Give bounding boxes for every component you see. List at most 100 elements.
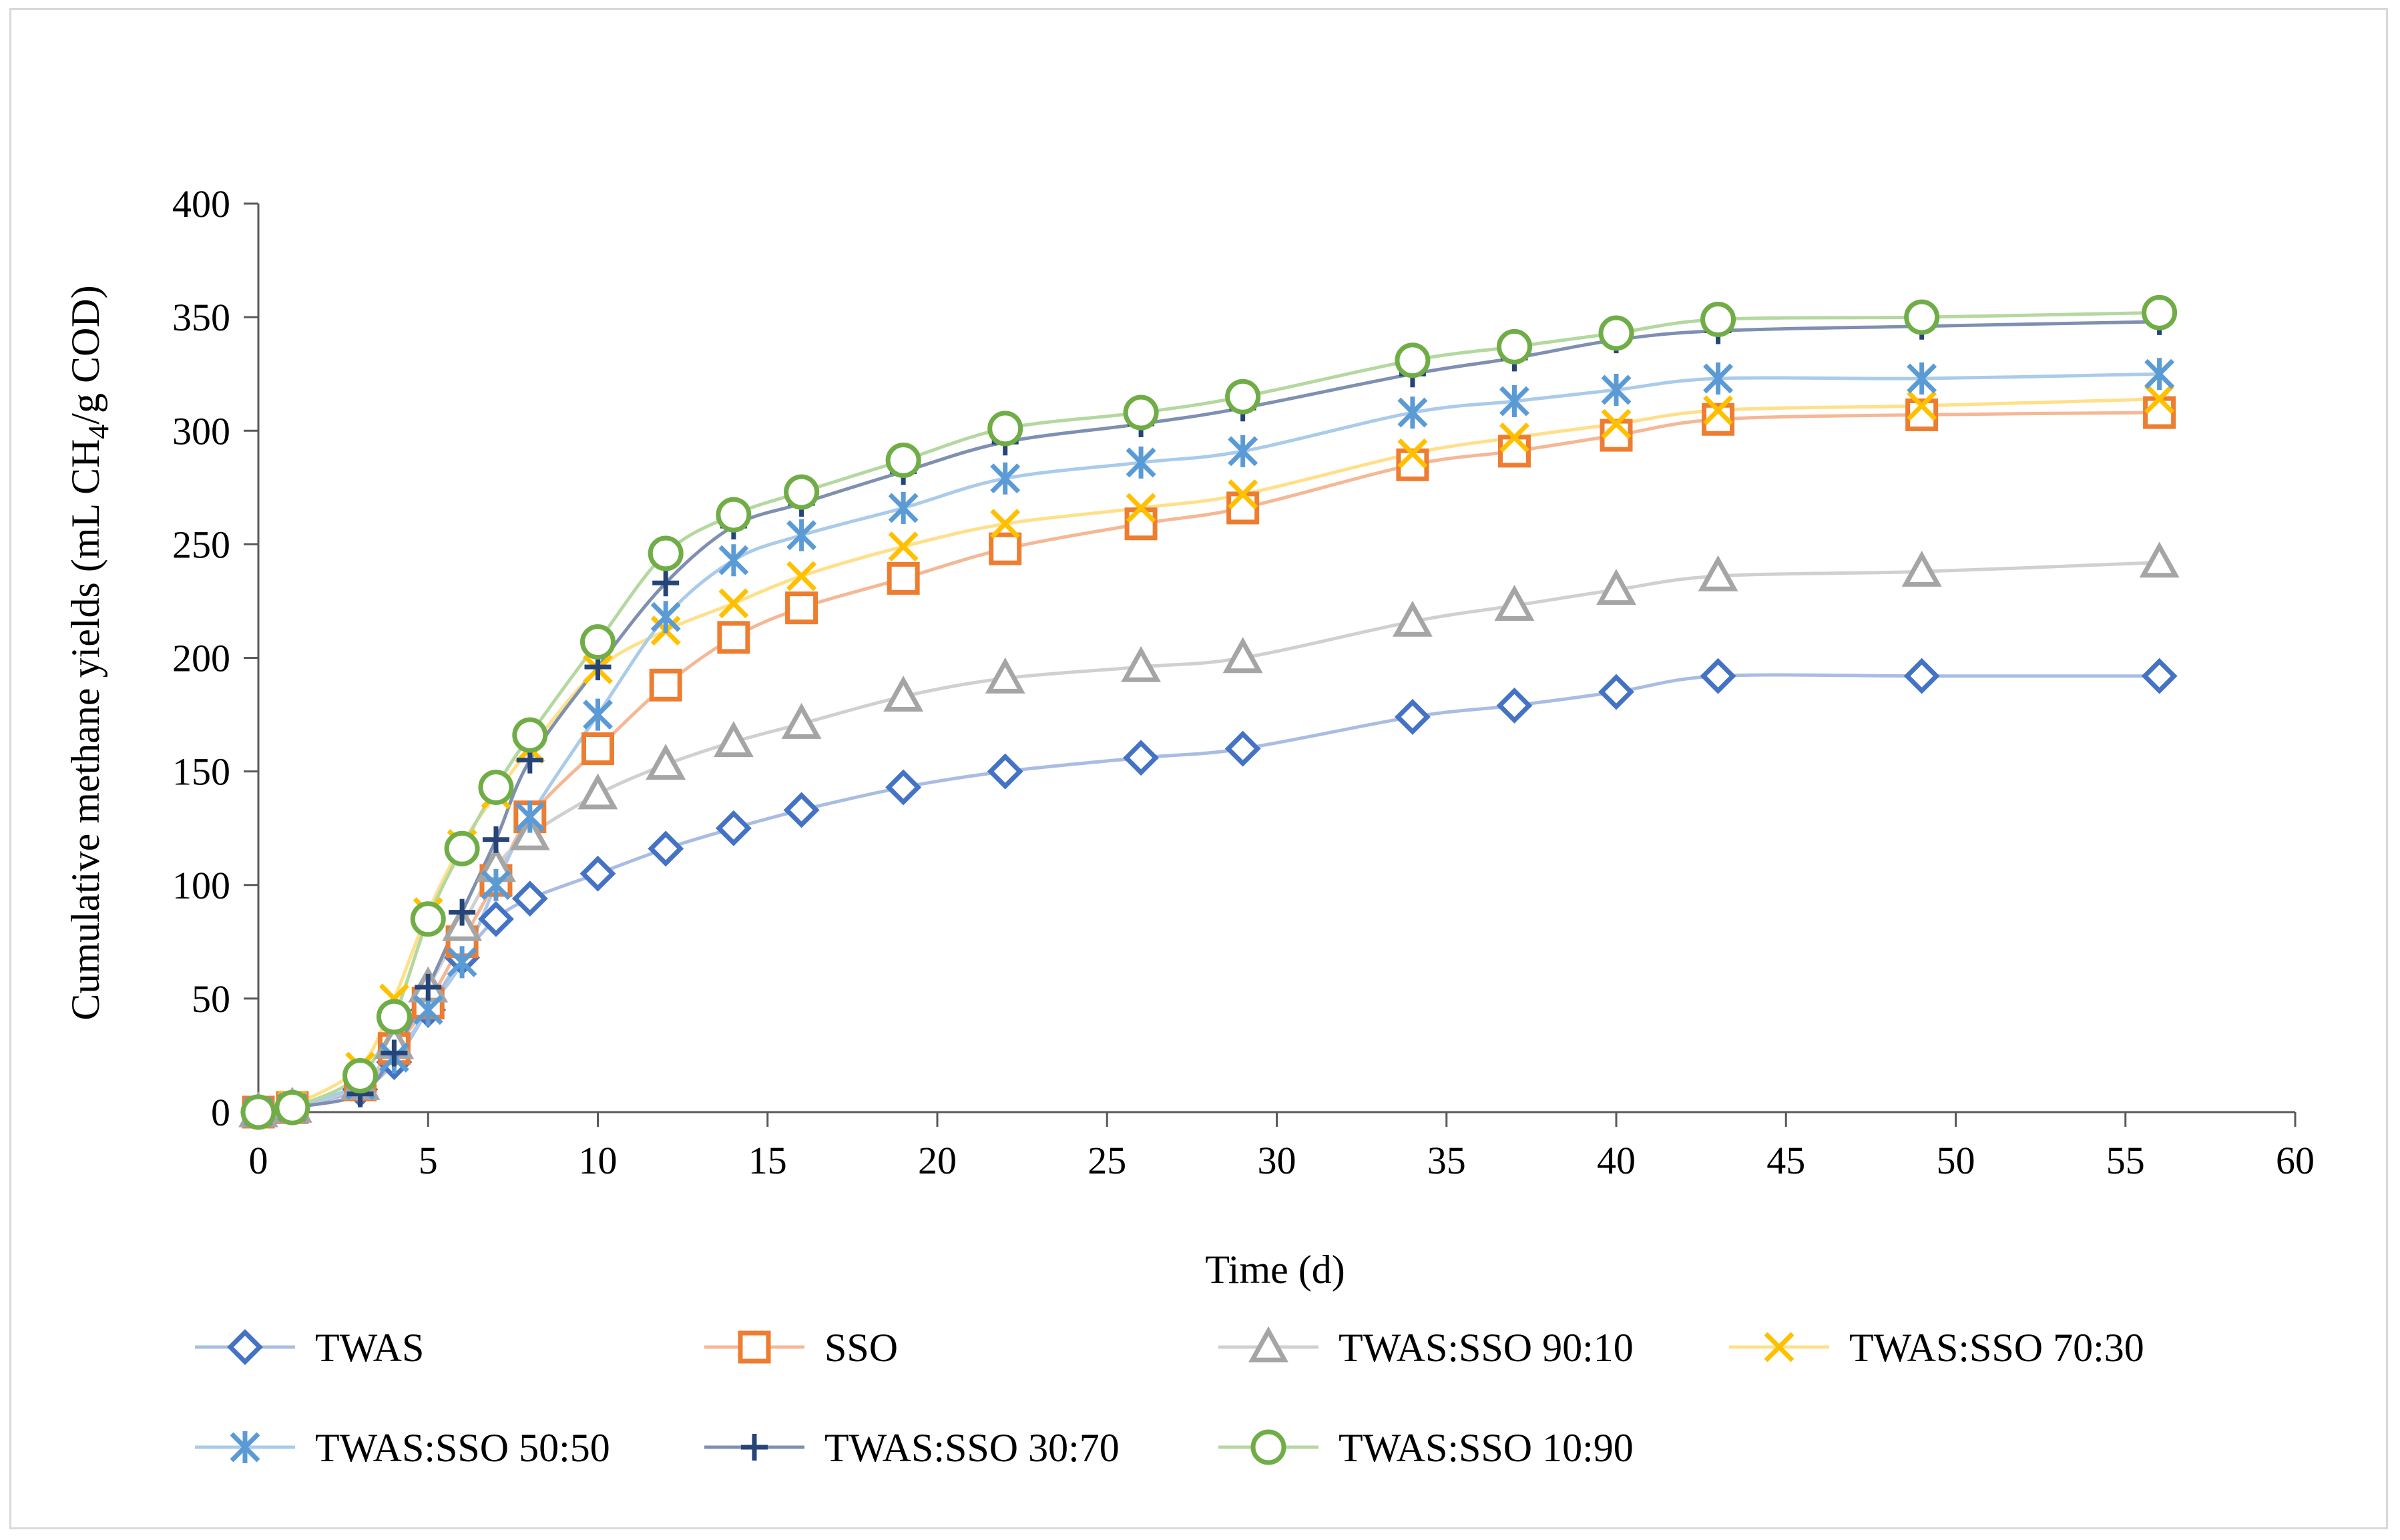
data-point-twas xyxy=(1123,740,1160,776)
legend-item-twas-sso-30-70[interactable]: TWAS:SSO 30:70 xyxy=(704,1426,1120,1470)
data-point-twas-sso-10-90 xyxy=(1395,342,1431,378)
data-point-twas-sso-70-30 xyxy=(2144,384,2175,415)
x-tick-label: 5 xyxy=(419,1139,438,1182)
series-line-twas-sso-30-70 xyxy=(258,320,2160,1114)
data-point-twas xyxy=(579,855,616,892)
y-tick-label: 400 xyxy=(172,182,230,226)
data-point-sso xyxy=(717,621,750,654)
data-point-sso xyxy=(989,532,1022,565)
data-point-twas-sso-50-50 xyxy=(650,601,681,633)
data-point-twas-sso-50-50 xyxy=(1126,446,1156,479)
x-tick-label: 0 xyxy=(249,1139,268,1182)
legend-item-twas[interactable]: TWAS xyxy=(195,1326,424,1370)
data-point-twas-sso-30-70 xyxy=(482,826,509,853)
legend-item-twas-sso-90-10[interactable]: TWAS:SSO 90:10 xyxy=(1218,1326,1634,1370)
legend-item-twas-sso-50-50[interactable]: TWAS:SSO 50:50 xyxy=(195,1426,610,1470)
legend-label: TWAS:SSO 70:30 xyxy=(1849,1326,2144,1370)
data-point-twas xyxy=(783,792,820,828)
data-point-twas-sso-90-10 xyxy=(646,744,686,780)
data-point-twas-sso-10-90 xyxy=(885,442,921,478)
legend-item-sso[interactable]: SSO xyxy=(704,1326,898,1370)
data-point-twas xyxy=(1496,688,1533,724)
legend-marker xyxy=(1248,1326,1288,1362)
data-point-twas xyxy=(885,769,922,806)
data-point-twas-sso-70-30 xyxy=(1397,438,1428,469)
y-tick-label: 200 xyxy=(172,637,230,680)
data-point-twas xyxy=(2141,658,2178,694)
data-point-twas-sso-10-90 xyxy=(784,474,820,510)
legend-marker xyxy=(230,1431,260,1463)
data-point-twas-sso-50-50 xyxy=(447,946,477,979)
data-point-twas-sso-50-50 xyxy=(1601,374,1632,407)
data-point-twas-sso-10-90 xyxy=(478,769,514,805)
x-tick-label: 60 xyxy=(2276,1139,2315,1182)
series-line-twas-sso-10-90 xyxy=(258,310,2160,1114)
data-point-twas-sso-70-30 xyxy=(1499,422,1529,453)
data-point-twas-sso-70-30 xyxy=(1228,479,1258,509)
x-axis-title: Time (d) xyxy=(1205,1248,1345,1292)
data-point-twas xyxy=(1598,674,1634,710)
data-point-twas-sso-10-90 xyxy=(342,1058,379,1094)
x-tick-label: 40 xyxy=(1597,1139,1636,1182)
series-line-twas-sso-50-50 xyxy=(258,372,2160,1114)
data-point-twas-sso-90-10 xyxy=(1121,646,1162,682)
x-tick-label: 45 xyxy=(1766,1139,1805,1182)
legend: TWAS SSO TWAS:SSO 90:10 TWAS:SSO 70:30 TWAS:… xyxy=(195,1326,2144,1470)
data-point-twas-sso-90-10 xyxy=(1392,600,1433,637)
data-point-twas-sso-30-70 xyxy=(415,973,442,1001)
data-point-twas-sso-70-30 xyxy=(1907,391,1937,421)
legend-item-twas-sso-10-90[interactable]: TWAS:SSO 10:90 xyxy=(1218,1426,1634,1470)
chart-frame xyxy=(9,8,2388,1529)
data-point-twas-sso-10-90 xyxy=(648,535,684,571)
data-point-twas-sso-10-90 xyxy=(2142,294,2178,330)
data-point-twas-sso-90-10 xyxy=(1596,569,1636,605)
series-line-twas-sso-70-30 xyxy=(258,397,2160,1114)
data-point-twas-sso-50-50 xyxy=(2144,358,2175,391)
data-point-twas-sso-10-90 xyxy=(240,1094,276,1130)
data-point-twas-sso-10-90 xyxy=(1700,302,1736,338)
data-point-twas-sso-50-50 xyxy=(1703,362,1734,395)
data-point-twas-sso-70-30 xyxy=(1703,395,1734,426)
data-point-sso xyxy=(649,668,682,702)
data-point-twas-sso-70-30 xyxy=(888,531,919,562)
data-point-sso xyxy=(1497,435,1531,468)
y-tick-label: 300 xyxy=(172,409,230,453)
data-point-sso xyxy=(785,591,818,625)
data-point-twas-sso-30-70 xyxy=(652,569,680,597)
y-axis-title-main: Cumulative methane yields (mL CH xyxy=(63,439,107,1021)
legend-label: TWAS:SSO 30:70 xyxy=(824,1426,1120,1470)
data-point-sso xyxy=(1226,491,1260,525)
legend-marker xyxy=(741,1434,768,1461)
legend-label: SSO xyxy=(824,1326,898,1370)
data-point-twas-sso-50-50 xyxy=(718,544,749,577)
data-point-twas-sso-70-30 xyxy=(990,509,1021,539)
data-point-twas-sso-50-50 xyxy=(515,800,545,833)
y-axis-title: Cumulative methane yields (mL CH4/g COD) xyxy=(63,285,115,1020)
data-point-twas-sso-10-90 xyxy=(376,999,412,1035)
data-point-twas xyxy=(1700,658,1736,694)
x-tick-label: 30 xyxy=(1258,1139,1296,1182)
x-tick-label: 15 xyxy=(748,1139,787,1182)
data-point-twas-sso-50-50 xyxy=(1228,435,1258,467)
data-point-twas-sso-90-10 xyxy=(509,814,550,850)
data-point-twas-sso-10-90 xyxy=(1123,395,1159,431)
legend-item-twas-sso-70-30[interactable]: TWAS:SSO 70:30 xyxy=(1729,1326,2144,1370)
data-point-twas-sso-90-10 xyxy=(781,702,822,739)
data-point-twas-sso-10-90 xyxy=(1496,328,1532,364)
data-point-sso xyxy=(2143,396,2176,429)
data-point-twas xyxy=(478,901,514,937)
data-point-twas-sso-10-90 xyxy=(1904,299,1940,335)
data-point-twas-sso-50-50 xyxy=(888,491,919,524)
x-tick-label: 35 xyxy=(1427,1139,1466,1182)
data-point-twas-sso-90-10 xyxy=(713,721,754,758)
data-point-twas-sso-10-90 xyxy=(512,717,548,753)
data-point-twas-sso-90-10 xyxy=(2139,541,2180,578)
y-tick-label: 100 xyxy=(172,864,230,907)
data-point-sso xyxy=(887,561,920,595)
data-point-twas xyxy=(715,810,752,846)
legend-label: TWAS:SSO 10:90 xyxy=(1339,1426,1634,1470)
data-point-twas xyxy=(1394,699,1431,735)
legend-label: TWAS xyxy=(315,1326,424,1370)
data-point-twas xyxy=(987,753,1023,790)
data-point-twas-sso-10-90 xyxy=(410,901,446,937)
